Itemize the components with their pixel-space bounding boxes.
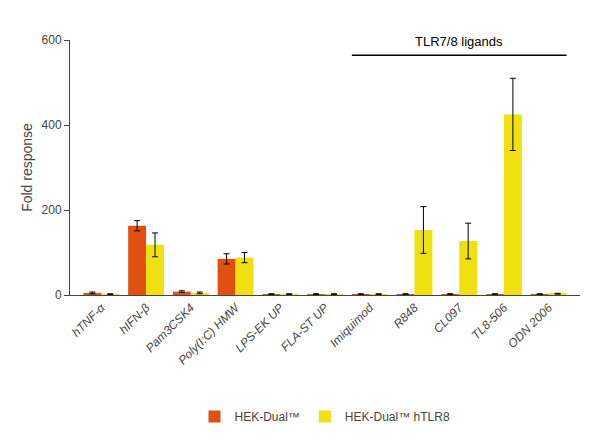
- svg-text:0: 0: [55, 288, 62, 302]
- svg-text:200: 200: [42, 203, 62, 217]
- svg-text:ODN 2006: ODN 2006: [505, 301, 555, 351]
- svg-text:TL8-506: TL8-506: [469, 301, 511, 343]
- svg-text:TLR7/8 ligands: TLR7/8 ligands: [415, 34, 503, 49]
- svg-text:Imiquimod: Imiquimod: [327, 301, 376, 350]
- svg-text:FLA-ST UP: FLA-ST UP: [278, 301, 331, 354]
- svg-text:Pam3CSK4: Pam3CSK4: [143, 301, 197, 355]
- svg-text:LPS-EK UP: LPS-EK UP: [232, 301, 286, 355]
- svg-text:400: 400: [42, 118, 62, 132]
- svg-text:Fold response: Fold response: [19, 123, 35, 212]
- svg-text:CL097: CL097: [431, 300, 467, 336]
- svg-text:Poly(I:C) HMW: Poly(I:C) HMW: [175, 300, 243, 368]
- svg-text:600: 600: [42, 33, 62, 47]
- svg-text:hTNF-α: hTNF-α: [69, 300, 109, 340]
- svg-text:R848: R848: [391, 301, 421, 331]
- svg-text:HEK-Dual™: HEK-Dual™: [235, 410, 300, 424]
- svg-text:hIFN-β: hIFN-β: [116, 301, 152, 337]
- svg-text:HEK-Dual™ hTLR8: HEK-Dual™ hTLR8: [345, 410, 450, 424]
